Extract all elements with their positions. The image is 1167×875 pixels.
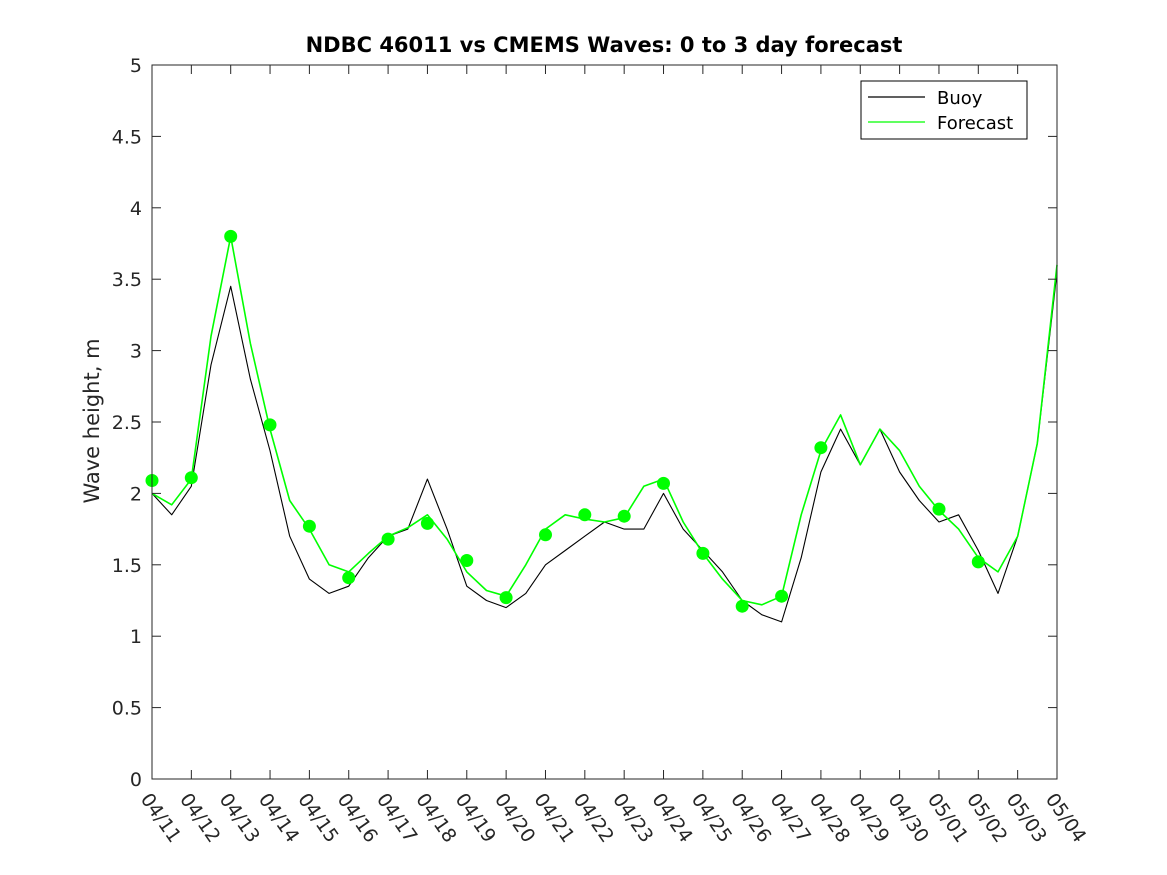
forecast-marker-10 (539, 528, 552, 542)
forecast-marker-1 (184, 471, 198, 485)
forecast-marker-5 (342, 571, 356, 585)
y-tick-label-0: 0 (130, 769, 142, 791)
forecast-marker-15 (735, 599, 749, 613)
y-tick-label-6: 3 (130, 341, 142, 363)
forecast-marker-14 (696, 546, 710, 560)
series-line-forecast (151, 235, 1058, 606)
forecast-marker-6 (381, 532, 395, 546)
forecast-marker-17 (814, 441, 828, 455)
y-tick-label-9: 4.5 (112, 126, 142, 148)
forecast-marker-4 (302, 519, 316, 533)
y-tick-label-5: 2.5 (112, 412, 142, 434)
y-tick-label-7: 3.5 (112, 269, 142, 291)
forecast-marker-9 (499, 591, 513, 605)
y-tick-label-4: 2 (130, 483, 142, 505)
legend-box (860, 80, 1028, 140)
forecast-marker-2 (224, 229, 238, 243)
y-tick-label-1: 0.5 (112, 698, 142, 720)
chart-title: NDBC 46011 vs CMEMS Waves: 0 to 3 day fo… (306, 33, 903, 57)
y-tick-label-10: 5 (130, 55, 142, 77)
y-axis-title: Wave height, m (80, 338, 104, 503)
legend: Buoy Forecast (860, 80, 1028, 140)
forecast-marker-20 (932, 502, 946, 516)
legend-label-forecast: Forecast (937, 113, 1013, 134)
forecast-marker-21 (971, 555, 985, 569)
y-axis-ticks: 0 0.5 1 1.5 2 2.5 3 3.5 4 4.5 5 (112, 55, 1057, 791)
forecast-marker-8 (460, 554, 474, 567)
forecast-marker-16 (775, 589, 789, 603)
y-tick-label-8: 4 (130, 198, 142, 220)
forecast-marker-13 (657, 476, 670, 490)
y-tick-label-2: 1 (130, 626, 142, 648)
forecast-marker-3 (263, 418, 277, 432)
y-tick-label-3: 1.5 (112, 555, 142, 577)
forecast-marker-12 (617, 509, 631, 523)
legend-label-buoy: Buoy (937, 88, 983, 109)
forecast-marker-7 (420, 516, 434, 530)
forecast-marker-11 (578, 508, 592, 522)
